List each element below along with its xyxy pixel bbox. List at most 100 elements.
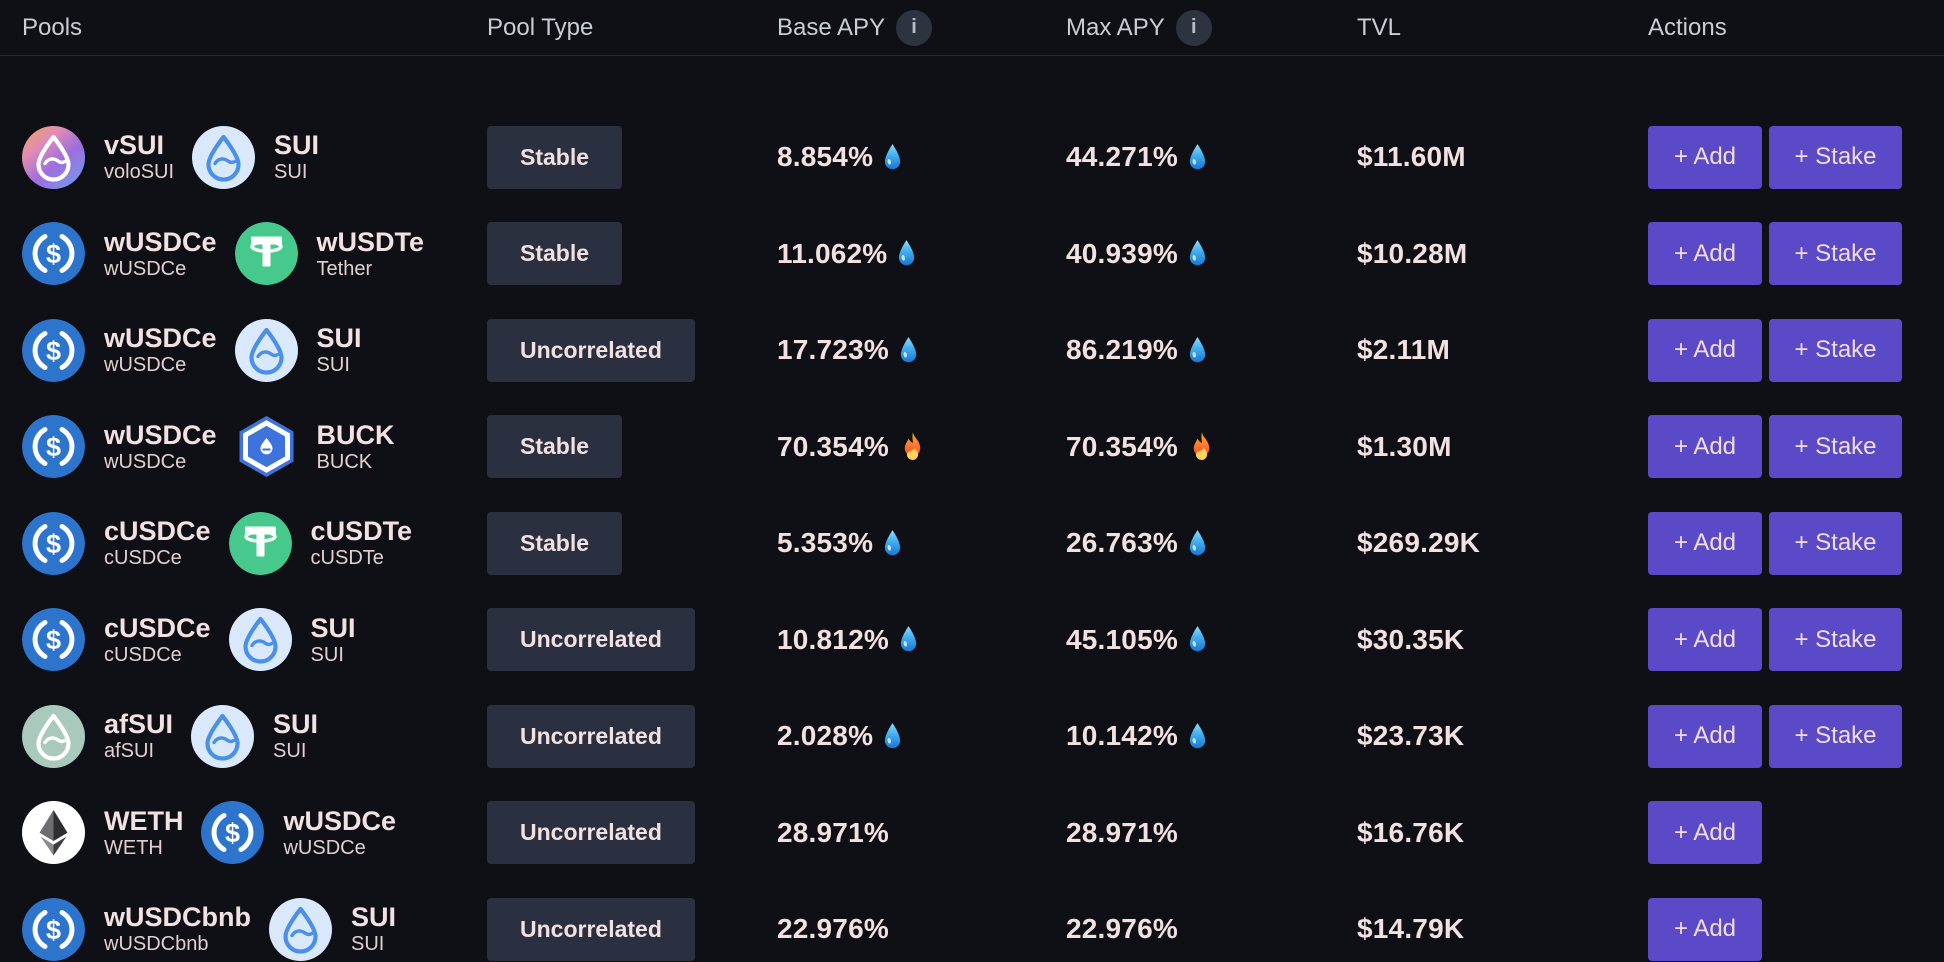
pool-row[interactable]: $ cUSDCe cUSDCe SUI SUI Uncorrelated 10.812% 45… bbox=[0, 592, 1944, 689]
add-button[interactable]: + Add bbox=[1648, 704, 1762, 768]
droplet-icon bbox=[882, 143, 903, 172]
base-apy-value: 70.354% bbox=[777, 430, 889, 462]
max-apy-cell: 22.976% bbox=[1066, 913, 1357, 945]
token-labels: wUSDCe wUSDCe bbox=[104, 227, 217, 281]
pool-row[interactable]: $ wUSDCe wUSDCe SUI SUI Uncorrelated 17.723% 86… bbox=[0, 302, 1944, 399]
token-2: SUI SUI bbox=[191, 704, 318, 768]
pool-row[interactable]: $ wUSDCbnb wUSDCbnb SUI SUI Uncorrelated 22.97… bbox=[0, 881, 1944, 962]
add-button[interactable]: + Add bbox=[1648, 511, 1762, 575]
token-1: $ cUSDCe cUSDCe bbox=[22, 608, 211, 672]
pool-row[interactable]: $ wUSDCe wUSDCe BUCK BUCK Stable 70.354% 70.354… bbox=[0, 399, 1944, 496]
svg-text:$: $ bbox=[46, 529, 61, 559]
token-labels: vSUI voloSUI bbox=[104, 130, 174, 184]
max-apy-cell: 28.971% bbox=[1066, 817, 1357, 849]
actions-cell: + Add bbox=[1648, 897, 1902, 961]
token-name: cUSDCe bbox=[104, 547, 182, 570]
usdc-token-icon: $ bbox=[22, 608, 85, 672]
pool-row[interactable]: $ cUSDCe cUSDCe cUSDTe cUSDTe Stable 5.353% 26.… bbox=[0, 495, 1944, 592]
add-button[interactable]: + Add bbox=[1648, 608, 1762, 672]
pool-pair-cell: vSUI voloSUI SUI SUI bbox=[22, 125, 487, 189]
token-symbol: SUI bbox=[274, 130, 320, 161]
pool-row[interactable]: afSUI afSUI SUI SUI Uncorrelated 2.028% 10.142… bbox=[0, 688, 1944, 785]
token-1: afSUI afSUI bbox=[22, 704, 173, 768]
token-symbol: cUSDCe bbox=[104, 516, 211, 547]
pool-type-cell: Stable bbox=[487, 511, 777, 575]
max-apy-cell: 86.219% bbox=[1066, 334, 1357, 366]
pool-row[interactable]: vSUI voloSUI SUI SUI Stable 8.854% 44.271% $11.… bbox=[0, 109, 1944, 206]
actions-cell: + Add + Stake bbox=[1648, 415, 1902, 479]
pool-type-badge: Stable bbox=[487, 222, 623, 286]
token-symbol: wUSDCe bbox=[104, 226, 217, 257]
token-1: WETH WETH bbox=[22, 801, 183, 865]
base-apy-cell: 10.812% bbox=[777, 624, 1066, 656]
stake-button[interactable]: + Stake bbox=[1769, 704, 1902, 768]
base-apy-info-icon[interactable]: i bbox=[896, 9, 933, 46]
usdc-token-icon: $ bbox=[22, 511, 85, 575]
token-name: SUI bbox=[316, 354, 350, 377]
max-apy-cell: 45.105% bbox=[1066, 624, 1357, 656]
stake-button[interactable]: + Stake bbox=[1769, 608, 1902, 672]
fire-icon bbox=[898, 431, 927, 462]
max-apy-value: 86.219% bbox=[1066, 334, 1178, 366]
pool-pair-cell: $ wUSDCe wUSDCe SUI SUI bbox=[22, 318, 487, 382]
pool-type-badge: Uncorrelated bbox=[487, 801, 695, 865]
add-button[interactable]: + Add bbox=[1648, 897, 1762, 961]
sui-token-icon bbox=[191, 704, 255, 768]
pool-type-cell: Uncorrelated bbox=[487, 704, 777, 768]
stake-button[interactable]: + Stake bbox=[1769, 125, 1902, 189]
max-apy-value: 10.142% bbox=[1066, 720, 1178, 752]
token-labels: SUI SUI bbox=[274, 130, 319, 184]
droplet-icon bbox=[1187, 722, 1208, 751]
max-apy-value: 28.971% bbox=[1066, 816, 1178, 848]
token-labels: SUI SUI bbox=[273, 709, 318, 763]
droplet-icon bbox=[1187, 625, 1208, 654]
svg-text:$: $ bbox=[46, 625, 61, 655]
token-1: $ wUSDCe wUSDCe bbox=[22, 222, 217, 286]
add-button[interactable]: + Add bbox=[1648, 222, 1762, 286]
add-button[interactable]: + Add bbox=[1648, 801, 1762, 865]
pool-type-cell: Stable bbox=[487, 125, 777, 189]
stake-button[interactable]: + Stake bbox=[1769, 318, 1902, 382]
token-symbol: SUI bbox=[316, 323, 362, 354]
tvl-cell: $10.28M bbox=[1357, 238, 1648, 270]
token-symbol: SUI bbox=[310, 612, 356, 643]
token-2: wUSDTe Tether bbox=[234, 222, 424, 286]
token-name: wUSDCe bbox=[283, 836, 366, 859]
svg-text:$: $ bbox=[46, 432, 61, 462]
token-2: $ wUSDCe wUSDCe bbox=[201, 801, 396, 865]
sui-token-icon bbox=[234, 318, 298, 382]
pools-header-label: Pools bbox=[22, 13, 83, 41]
token-labels: afSUI afSUI bbox=[104, 709, 173, 763]
pool-pair-cell: WETH WETH $ wUSDCe wUSDCe bbox=[22, 801, 487, 865]
usdc-token-icon: $ bbox=[201, 801, 265, 865]
pool-rows: vSUI voloSUI SUI SUI Stable 8.854% 44.271% $11.… bbox=[0, 109, 1944, 962]
pool-pair-cell: afSUI afSUI SUI SUI bbox=[22, 704, 487, 768]
token-labels: cUSDCe cUSDCe bbox=[104, 613, 211, 667]
max-apy-header-label: Max APY bbox=[1066, 13, 1165, 41]
pool-type-header-label: Pool Type bbox=[487, 13, 594, 41]
base-apy-cell: 5.353% bbox=[777, 527, 1066, 559]
token-labels: BUCK BUCK bbox=[317, 420, 395, 474]
base-apy-value: 11.062% bbox=[777, 237, 888, 269]
pool-pair-cell: $ cUSDCe cUSDCe cUSDTe cUSDTe bbox=[22, 511, 487, 575]
actions-cell: + Add + Stake bbox=[1648, 704, 1902, 768]
add-button[interactable]: + Add bbox=[1648, 125, 1762, 189]
stake-button[interactable]: + Stake bbox=[1769, 415, 1902, 479]
token-name: wUSDCe bbox=[104, 354, 187, 377]
pool-row[interactable]: $ wUSDCe wUSDCe wUSDTe Tether Stable 11.062% 40… bbox=[0, 206, 1944, 303]
column-header-max-apy: Max APY i bbox=[1066, 9, 1357, 46]
base-apy-cell: 22.976% bbox=[777, 913, 1066, 945]
max-apy-info-icon[interactable]: i bbox=[1175, 9, 1212, 46]
stake-button[interactable]: + Stake bbox=[1769, 222, 1902, 286]
add-button[interactable]: + Add bbox=[1648, 318, 1762, 382]
base-apy-header-label: Base APY bbox=[777, 13, 886, 41]
token-name: wUSDCe bbox=[104, 450, 187, 473]
stake-button[interactable]: + Stake bbox=[1769, 511, 1902, 575]
add-button[interactable]: + Add bbox=[1648, 415, 1762, 479]
sui-token-icon bbox=[192, 125, 256, 189]
tvl-cell: $11.60M bbox=[1357, 141, 1648, 173]
base-apy-cell: 17.723% bbox=[777, 334, 1066, 366]
token-name: afSUI bbox=[104, 740, 155, 763]
pool-row[interactable]: WETH WETH $ wUSDCe wUSDCe Uncorrelated 28.971%… bbox=[0, 785, 1944, 882]
tvl-cell: $1.30M bbox=[1357, 431, 1648, 463]
